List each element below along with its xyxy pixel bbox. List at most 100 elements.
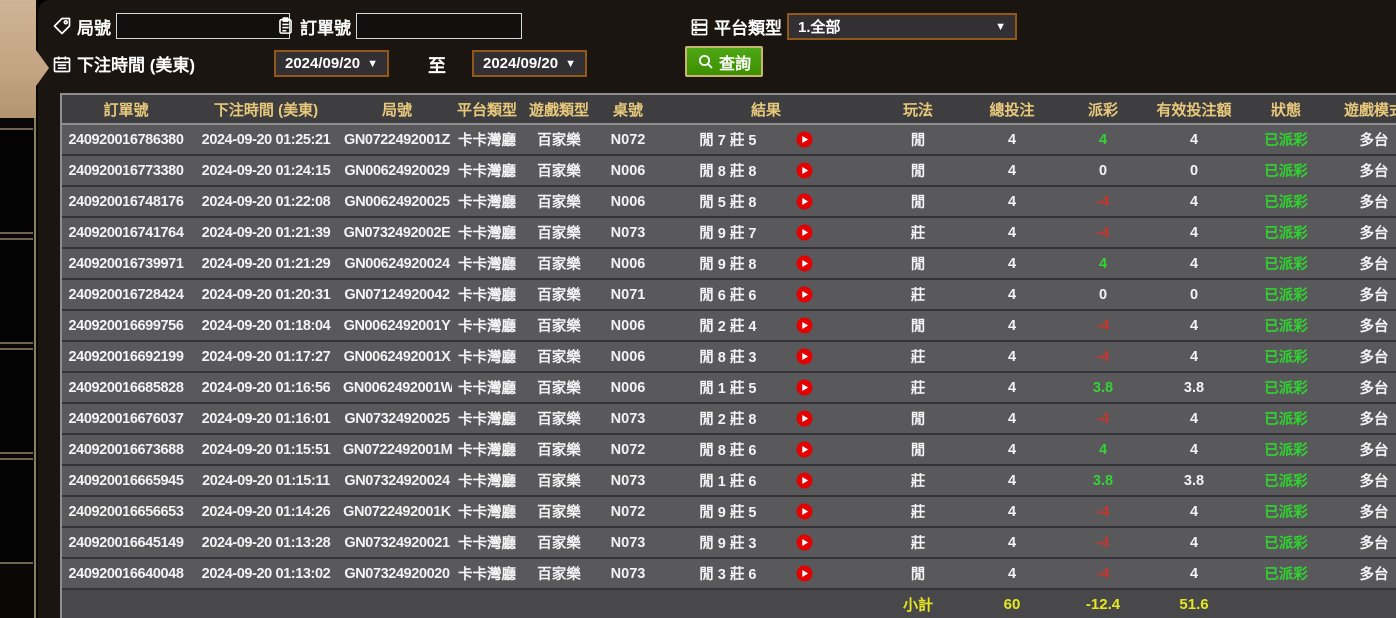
play-type-cell: 閒 (872, 434, 964, 466)
play-type-cell: 莊 (872, 341, 964, 373)
order-no-cell: 240920016685828 (62, 372, 190, 404)
platform-cell: 卡卡灣廳 (452, 155, 522, 187)
date-range-to-label: 至 (428, 56, 446, 76)
col-header-total-bet: 總投注 (964, 95, 1060, 125)
date-to-value: 2024/09/20 (483, 55, 559, 72)
bet-time-cell: 2024-09-20 01:24:15 (190, 155, 342, 187)
play-video-icon[interactable] (796, 379, 813, 396)
game-mode-cell: 多台 (1330, 465, 1396, 497)
payout-cell: -4 (1060, 527, 1146, 559)
result-cell: 閒 8 莊 6 (660, 434, 872, 466)
order-no-cell: 240920016692199 (62, 341, 190, 373)
server-stack-icon (690, 17, 709, 37)
payout-cell: -4 (1060, 341, 1146, 373)
play-video-icon[interactable] (796, 162, 813, 179)
order-no-cell: 240920016645149 (62, 527, 190, 559)
status-cell: 已派彩 (1242, 527, 1330, 559)
game-mode-cell: 多台 (1330, 527, 1396, 559)
order-no-cell: 240920016699756 (62, 310, 190, 342)
result-cell: 閒 2 莊 8 (660, 403, 872, 435)
total-bet-cell: 4 (964, 527, 1060, 559)
sidebar-item-fragment[interactable] (0, 458, 33, 564)
play-type-cell: 閒 (872, 186, 964, 218)
valid-bet-cell: 4 (1146, 124, 1242, 156)
play-video-icon[interactable] (796, 410, 813, 427)
platform-type-label: 平台類型 (714, 19, 782, 38)
total-bet-cell: 4 (964, 279, 1060, 311)
platform-type-select[interactable]: 1.全部 ▼ (787, 13, 1017, 40)
play-video-icon[interactable] (796, 348, 813, 365)
play-video-icon[interactable] (796, 286, 813, 303)
payout-cell: 4 (1060, 248, 1146, 280)
platform-cell: 卡卡灣廳 (452, 558, 522, 590)
order-no-cell: 240920016773380 (62, 155, 190, 187)
bet-time-cell: 2024-09-20 01:15:11 (190, 465, 342, 497)
play-video-icon[interactable] (796, 193, 813, 210)
game-type-cell: 百家樂 (522, 217, 596, 249)
table-body: 240920016786380 2024-09-20 01:25:21 GN07… (62, 124, 1396, 590)
game-no-input[interactable] (116, 13, 290, 39)
play-video-icon[interactable] (796, 565, 813, 582)
valid-bet-cell: 4 (1146, 434, 1242, 466)
search-button[interactable]: 查詢 (685, 46, 764, 77)
col-header-status: 狀態 (1242, 95, 1330, 125)
table-no-cell: N006 (596, 155, 660, 187)
table-row: 240920016665945 2024-09-20 01:15:11 GN07… (62, 465, 1396, 497)
status-cell: 已派彩 (1242, 124, 1330, 156)
col-header-bet-time: 下注時間 (美東) (190, 95, 342, 125)
result-text: 閒 8 莊 3 (699, 350, 757, 366)
order-no-input[interactable] (356, 13, 522, 39)
result-cell: 閒 9 莊 3 (660, 527, 872, 559)
result-text: 閒 2 莊 4 (699, 319, 757, 335)
result-text: 閒 2 莊 8 (699, 412, 757, 428)
play-video-icon[interactable] (796, 472, 813, 489)
game-type-cell: 百家樂 (522, 558, 596, 590)
result-text: 閒 9 莊 7 (699, 226, 757, 242)
total-bet-cell: 4 (964, 558, 1060, 590)
betting-records-panel: 局號 訂單號 平台類型 1.全部 ▼ 下注時間 (美東) 2024/09/20 … (38, 0, 1396, 618)
play-video-icon[interactable] (796, 534, 813, 551)
game-mode-cell: 多台 (1330, 248, 1396, 280)
table-row: 240920016692199 2024-09-20 01:17:27 GN00… (62, 341, 1396, 373)
chevron-down-icon: ▼ (565, 57, 576, 70)
order-no-cell: 240920016748176 (62, 186, 190, 218)
game-type-cell: 百家樂 (522, 279, 596, 311)
payout-cell: -4 (1060, 558, 1146, 590)
sidebar-item-fragment[interactable] (0, 128, 33, 234)
col-header-game-no: 局號 (342, 95, 452, 125)
play-video-icon[interactable] (796, 503, 813, 520)
total-bet-cell: 4 (964, 155, 1060, 187)
table-row: 240920016773380 2024-09-20 01:24:15 GN00… (62, 155, 1396, 187)
date-from-select[interactable]: 2024/09/20 ▼ (274, 50, 389, 77)
date-to-select[interactable]: 2024/09/20 ▼ (472, 50, 587, 77)
result-text: 閒 5 莊 8 (699, 195, 757, 211)
game-type-cell: 百家樂 (522, 434, 596, 466)
platform-type-filter: 平台類型 1.全部 ▼ (690, 13, 1017, 40)
play-video-icon[interactable] (796, 317, 813, 334)
play-video-icon[interactable] (796, 224, 813, 241)
status-cell: 已派彩 (1242, 217, 1330, 249)
table-no-cell: N006 (596, 186, 660, 218)
play-video-icon[interactable] (796, 255, 813, 272)
sidebar-item-fragment[interactable] (0, 348, 33, 454)
sidebar-item-fragment[interactable] (0, 238, 33, 344)
payout-cell: -4 (1060, 403, 1146, 435)
table-no-cell: N072 (596, 124, 660, 156)
game-no-cell: GN07324920025 (342, 403, 452, 435)
bet-time-cell: 2024-09-20 01:16:01 (190, 403, 342, 435)
total-bet-cell: 4 (964, 217, 1060, 249)
game-type-cell: 百家樂 (522, 248, 596, 280)
play-video-icon[interactable] (796, 441, 813, 458)
platform-cell: 卡卡灣廳 (452, 310, 522, 342)
total-bet-cell: 4 (964, 434, 1060, 466)
platform-cell: 卡卡灣廳 (452, 279, 522, 311)
table-no-cell: N006 (596, 310, 660, 342)
total-bet-cell: 4 (964, 341, 1060, 373)
col-header-table-no: 桌號 (596, 95, 660, 125)
play-video-icon[interactable] (796, 131, 813, 148)
table-row: 240920016685828 2024-09-20 01:16:56 GN00… (62, 372, 1396, 404)
game-mode-cell: 多台 (1330, 124, 1396, 156)
bet-time-cell: 2024-09-20 01:17:27 (190, 341, 342, 373)
game-mode-cell: 多台 (1330, 434, 1396, 466)
result-text: 閒 7 莊 5 (699, 133, 757, 149)
